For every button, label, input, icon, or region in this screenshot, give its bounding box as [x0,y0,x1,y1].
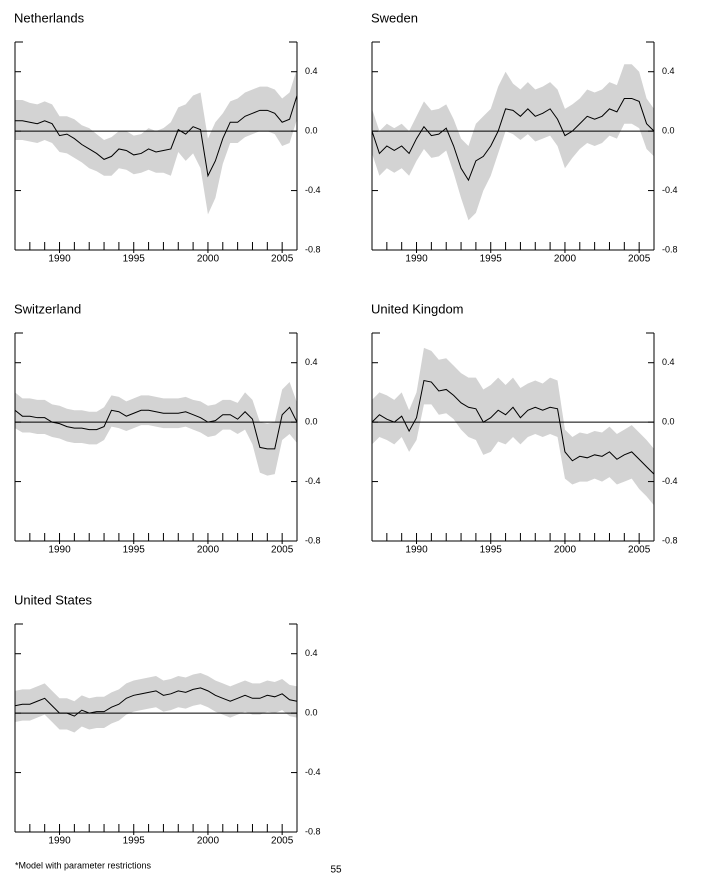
series-line [14,406,298,450]
y-tick-label: 0.4 [662,66,675,76]
y-tick-label: 0.4 [662,357,675,367]
confidence-band [15,68,297,215]
confidence-band [15,673,297,733]
y-tick-label: 0.0 [305,126,318,136]
x-tick-label: 2000 [197,836,220,847]
x-tick-label: 1990 [48,254,71,265]
chart-title: United Kingdom [371,301,464,316]
confidence-band [15,382,297,476]
series-line [371,97,655,182]
x-tick-label: 2000 [554,545,577,556]
y-tick-label: 0.0 [662,417,675,427]
x-tick-label: 2005 [628,254,651,265]
page-number: 55 [330,865,342,876]
x-tick-label: 2000 [197,545,220,556]
x-tick-label: 2005 [271,836,294,847]
x-tick-label: 1995 [480,545,503,556]
x-tick-label: 2005 [628,545,651,556]
y-tick-label: 0.0 [305,417,318,427]
y-tick-label: 0.0 [305,708,318,718]
x-tick-label: 2005 [271,254,294,265]
x-tick-label: 1995 [480,254,503,265]
y-tick-label: -0.8 [662,244,678,254]
x-tick-label: 1990 [405,254,428,265]
chart-title: Sweden [371,10,418,25]
chart-title: United States [14,592,93,607]
y-tick-label: -0.4 [662,185,678,195]
y-tick-label: 0.4 [305,66,318,76]
y-tick-label: 0.4 [305,648,318,658]
x-tick-label: 1995 [123,254,146,265]
chart-title: Switzerland [14,301,81,316]
y-tick-label: -0.4 [305,767,321,777]
x-tick-label: 1990 [405,545,428,556]
y-tick-label: -0.4 [662,476,678,486]
x-tick-label: 1990 [48,545,71,556]
confidence-band [372,64,654,221]
x-tick-label: 1995 [123,545,146,556]
x-tick-label: 1995 [123,836,146,847]
y-tick-label: -0.8 [305,826,321,836]
series-line [15,95,298,178]
x-tick-label: 2000 [197,254,220,265]
chart-title: Netherlands [14,10,85,25]
series-line [14,687,298,717]
y-tick-label: -0.8 [662,535,678,545]
confidence-band [372,347,654,506]
y-tick-label: 0.4 [305,357,318,367]
y-tick-label: -0.4 [305,476,321,486]
y-tick-label: -0.4 [305,185,321,195]
y-tick-label: -0.8 [305,244,321,254]
x-tick-label: 2000 [554,254,577,265]
x-tick-label: 1990 [48,836,71,847]
footnote: *Model with parameter restrictions [15,860,152,870]
y-tick-label: -0.8 [305,535,321,545]
series-line [371,379,655,475]
y-tick-label: 0.0 [662,126,675,136]
x-tick-label: 2005 [271,545,294,556]
